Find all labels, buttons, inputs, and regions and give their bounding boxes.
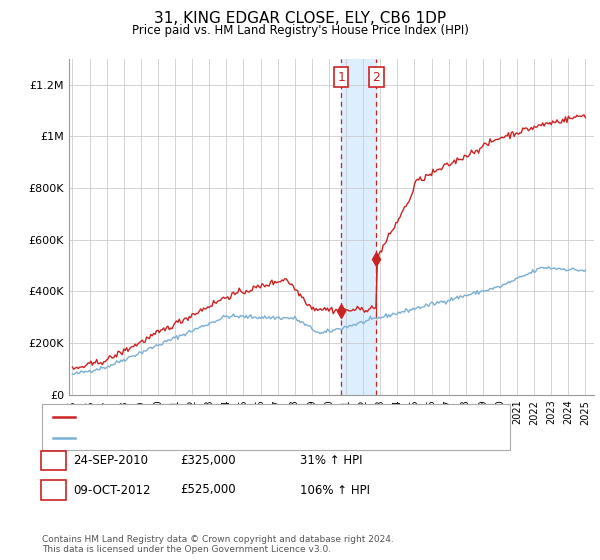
Text: 31% ↑ HPI: 31% ↑ HPI	[300, 454, 362, 468]
Text: 2: 2	[49, 483, 58, 497]
Text: £325,000: £325,000	[180, 454, 236, 468]
Text: £525,000: £525,000	[180, 483, 236, 497]
Text: 106% ↑ HPI: 106% ↑ HPI	[300, 483, 370, 497]
Text: 09-OCT-2012: 09-OCT-2012	[73, 483, 151, 497]
Text: Contains HM Land Registry data © Crown copyright and database right 2024.
This d: Contains HM Land Registry data © Crown c…	[42, 535, 394, 554]
Text: 24-SEP-2010: 24-SEP-2010	[73, 454, 148, 468]
Text: Price paid vs. HM Land Registry's House Price Index (HPI): Price paid vs. HM Land Registry's House …	[131, 24, 469, 36]
Bar	[341, 59, 376, 395]
Text: 31, KING EDGAR CLOSE, ELY, CB6 1DP (detached house): 31, KING EDGAR CLOSE, ELY, CB6 1DP (deta…	[79, 412, 388, 422]
Text: 2: 2	[373, 71, 380, 83]
Text: 1: 1	[49, 454, 58, 468]
Text: 31, KING EDGAR CLOSE, ELY, CB6 1DP: 31, KING EDGAR CLOSE, ELY, CB6 1DP	[154, 11, 446, 26]
Text: HPI: Average price, detached house, East Cambridgeshire: HPI: Average price, detached house, East…	[79, 433, 395, 443]
Text: 1: 1	[337, 71, 346, 83]
